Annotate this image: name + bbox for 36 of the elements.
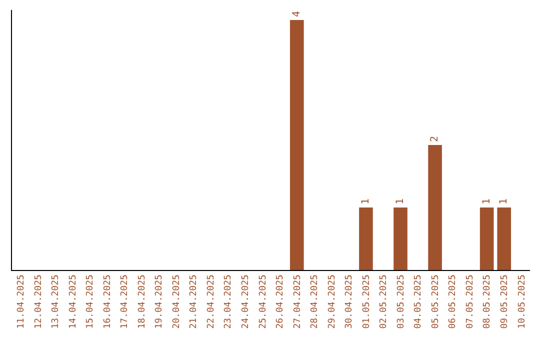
x-tick-label: 03.05.2025: [396, 274, 406, 329]
x-tick-label: 09.05.2025: [500, 274, 510, 329]
data-label: 1: [395, 198, 406, 204]
x-tick-label: 25.04.2025: [258, 274, 268, 329]
x-tick-label: 05.05.2025: [430, 274, 441, 329]
x-tick-label: 21.04.2025: [189, 274, 200, 329]
x-tick-label: 23.04.2025: [224, 274, 234, 329]
x-tick-label: 06.05.2025: [448, 274, 458, 329]
data-label: 1: [481, 198, 492, 204]
x-tick-label: 24.04.2025: [241, 274, 252, 329]
x-tick-label: 29.04.2025: [327, 274, 338, 329]
x-tick-label: 14.04.2025: [68, 274, 78, 329]
data-label: 4: [291, 10, 302, 17]
x-tick-label: 13.04.2025: [51, 274, 62, 329]
x-tick-label: 30.04.2025: [344, 274, 355, 329]
x-tick-label: 26.04.2025: [276, 274, 286, 329]
x-tick-label: 22.04.2025: [206, 274, 216, 329]
x-tick-label: 28.04.2025: [310, 274, 320, 329]
x-tick-label: 17.04.2025: [120, 274, 130, 329]
x-tick-label: 08.05.2025: [482, 274, 493, 329]
x-tick-label: 01.05.2025: [362, 274, 372, 329]
x-tick-label: 19.04.2025: [154, 274, 165, 329]
x-tick-label: 16.04.2025: [102, 274, 113, 329]
data-label: 2: [430, 136, 441, 142]
x-tick-label: 07.05.2025: [465, 274, 476, 329]
x-tick-label: 10.05.2025: [517, 274, 528, 329]
x-tick-label: 04.05.2025: [414, 274, 424, 329]
x-tick-label: 11.04.2025: [16, 274, 27, 329]
x-tick-label: 18.04.2025: [137, 274, 148, 329]
x-tick-label: 27.04.2025: [292, 274, 303, 329]
data-label: 1: [360, 198, 372, 204]
data-label: 1: [498, 198, 510, 204]
x-tick-label: 12.04.2025: [34, 274, 44, 329]
x-tick-label: 02.05.2025: [379, 274, 390, 329]
x-tick-label: 20.04.2025: [172, 274, 182, 329]
x-tick-label: 15.04.2025: [86, 274, 96, 329]
